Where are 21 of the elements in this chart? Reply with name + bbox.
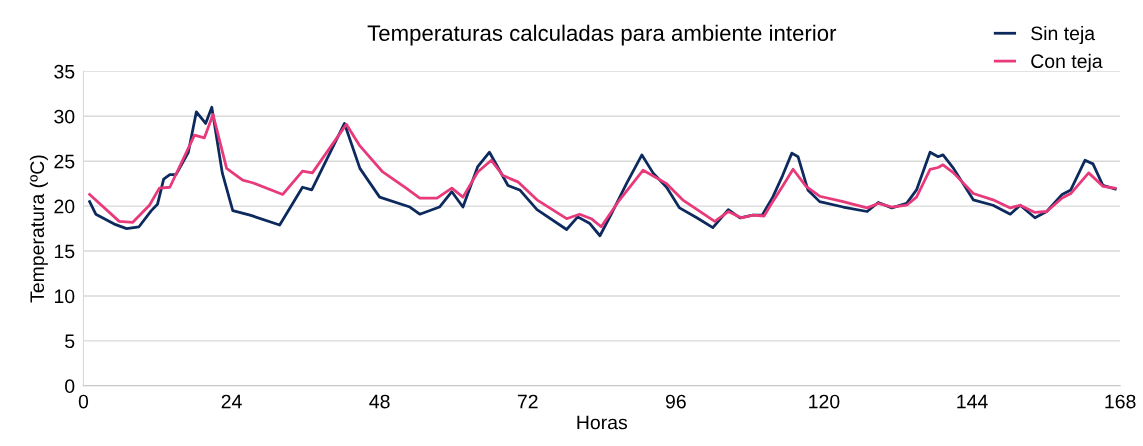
y-tick-label: 35 [54,64,75,79]
y-axis-title: Temperatura (ºC) [29,155,48,303]
x-axis-title: Horas [577,415,628,430]
y-tick-label: 30 [54,109,75,124]
y-tick-label: 0 [65,379,75,394]
x-tick-label: 168 [1105,394,1136,409]
y-tick-label: 10 [54,289,75,304]
y-tick-label: 5 [65,334,75,349]
y-tick-label: 15 [54,244,75,259]
legend-label: Con teja [1031,53,1103,72]
x-tick-label: 96 [665,394,686,409]
y-tick-label: 20 [54,199,75,214]
x-tick-label: 0 [78,394,89,409]
x-tick-label: 24 [221,394,242,409]
x-tick-label: 144 [957,394,988,409]
x-tick-label: 48 [369,394,390,409]
x-tick-label: 120 [809,394,840,409]
chart-title: Temperaturas calculadas para ambiente interior [367,24,837,46]
x-tick-label: 72 [517,394,538,409]
y-tick-label: 25 [54,154,75,169]
legend-label: Sin teja [1031,25,1096,45]
